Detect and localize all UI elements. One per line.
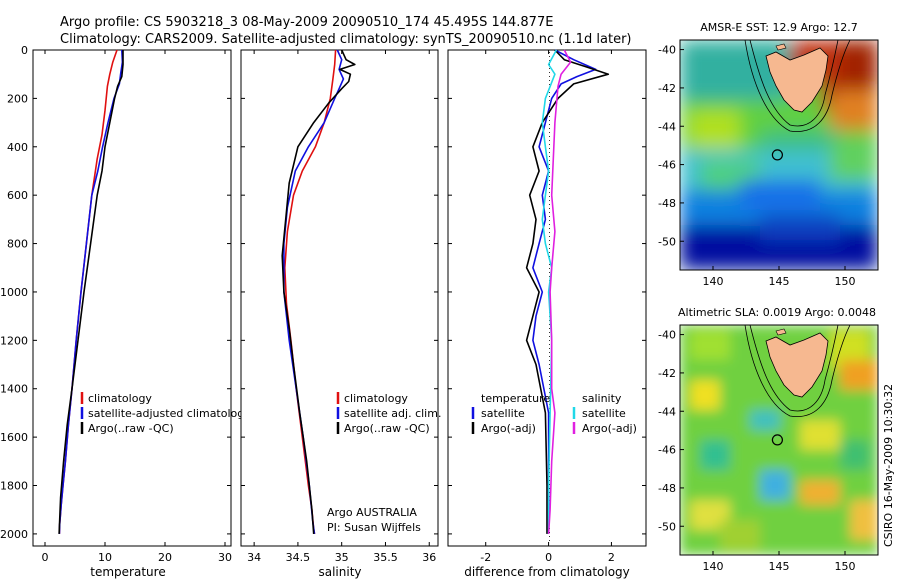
- temperature-legend-climatology: climatology: [88, 392, 152, 405]
- temperature-legend: climatology satellite-adjusted climatolo…: [80, 392, 251, 435]
- series-line-3: [547, 49, 572, 534]
- legend-temp-argo: Argo(-adj): [481, 422, 536, 435]
- x-tick-label: 35.5: [373, 551, 398, 564]
- salinity-axes-frame: [240, 49, 439, 547]
- map-y-tick-label: -50: [658, 235, 676, 248]
- y-tick-label: 400: [7, 141, 28, 154]
- x-tick-label: 0: [545, 551, 552, 564]
- difference-series: [525, 49, 610, 534]
- map-y-tick-label: -44: [658, 405, 676, 418]
- legend-salinity-heading: salinity: [582, 392, 622, 405]
- y-tick-label: 800: [7, 238, 28, 251]
- map-x-tick-label: 145: [769, 275, 790, 288]
- sst-map-ticks: -40 -42 -44 -46 -48 -50 140 145 150: [658, 44, 855, 288]
- salinity-legend-climatology: climatology: [344, 392, 408, 405]
- y-tick-label: 1000: [0, 286, 28, 299]
- series-line-2: [281, 49, 356, 534]
- salinity-axes-ticks: 34 34.5 35 35.5 36: [241, 49, 438, 564]
- salinity-legend-satellite: satellite adj. clim.: [344, 407, 441, 420]
- y-tick-label: 1200: [0, 334, 28, 347]
- temperature-series: [58, 49, 124, 534]
- map-y-tick-label: -50: [658, 520, 676, 533]
- salinity-xlabel: salinity: [318, 565, 361, 579]
- x-tick-label: 20: [158, 551, 172, 564]
- series-line-1: [525, 49, 610, 534]
- salinity-legend: climatology satellite adj. clim. Argo(..…: [336, 392, 441, 435]
- difference-legend: temperature satellite Argo(-adj) salinit…: [471, 392, 637, 435]
- series-line-0: [532, 49, 597, 534]
- temperature-axes-ticks: 0 200 400 600 800 1000 1200 1400 1600 1800 2000 0 10…: [0, 44, 232, 564]
- map-x-tick-label: 140: [703, 275, 724, 288]
- sst-map-title: AMSR-E SST: 12.9 Argo: 12.7: [700, 21, 858, 34]
- difference-axes-ticks: -2 0 2: [448, 49, 646, 564]
- header-line1: Argo profile: CS 5903218_3 08-May-2009 2…: [60, 15, 553, 30]
- sst-map-panel: AMSR-E SST: 12.9 Argo: 12.7: [658, 21, 879, 288]
- x-tick-label: 10: [98, 551, 112, 564]
- difference-axes-frame: [447, 49, 647, 547]
- map-y-tick-label: -42: [658, 82, 676, 95]
- map-x-tick-label: 150: [835, 275, 856, 288]
- salinity-series: [281, 49, 356, 535]
- map-y-tick-label: -46: [658, 159, 676, 172]
- x-tick-label: 0: [42, 551, 49, 564]
- sla-map-ticks: -40 -42 -44 -46 -48 -50 140 145 150: [658, 329, 855, 573]
- map-y-tick-label: -42: [658, 367, 676, 380]
- x-tick-label: 34: [247, 551, 261, 564]
- sla-map-title: Altimetric SLA: 0.0019 Argo: 0.0048: [678, 306, 876, 319]
- program-note: Argo AUSTRALIA: [327, 506, 417, 519]
- difference-panel: -2 0 2 difference from climatology tempera…: [447, 49, 647, 579]
- y-tick-label: 1400: [0, 383, 28, 396]
- header-line2: Climatology: CARS2009. Satellite-adjuste…: [60, 32, 632, 47]
- y-tick-label: 0: [21, 44, 28, 57]
- salinity-legend-argo: Argo(..raw -QC): [344, 422, 430, 435]
- salinity-panel: 34 34.5 35 35.5 36 salinity climatology sate…: [240, 49, 441, 579]
- sla-map-panel: Altimetric SLA: 0.0019 Argo: 0.0048: [658, 306, 879, 573]
- map-y-tick-label: -46: [658, 444, 676, 457]
- legend-temp-satellite: satellite: [481, 407, 525, 420]
- x-tick-label: 34.5: [286, 551, 311, 564]
- y-tick-label: 2000: [0, 528, 28, 541]
- sst-field: [680, 40, 878, 270]
- map-y-tick-label: -48: [658, 197, 676, 210]
- map-y-tick-label: -40: [658, 329, 676, 342]
- pi-note: PI: Susan Wijffels: [327, 521, 421, 534]
- temperature-legend-argo: Argo(..raw -QC): [88, 422, 174, 435]
- map-x-tick-label: 140: [703, 560, 724, 573]
- map-y-tick-label: -40: [658, 44, 676, 57]
- map-x-tick-label: 150: [835, 560, 856, 573]
- legend-temperature-heading: temperature: [481, 392, 550, 405]
- sla-argo-position-marker: [771, 434, 784, 446]
- map-y-tick-label: -48: [658, 482, 676, 495]
- map-x-tick-label: 145: [769, 560, 790, 573]
- sla-field: [680, 325, 878, 555]
- timestamp-label: CSIRO 16-May-2009 10:30:32: [882, 384, 895, 547]
- temperature-xlabel: temperature: [90, 565, 165, 579]
- temperature-legend-satellite: satellite-adjusted climatology: [88, 407, 251, 420]
- x-tick-label: -2: [480, 551, 491, 564]
- sst-argo-position-marker: [771, 149, 784, 161]
- series-line-2: [58, 50, 124, 534]
- map-y-tick-label: -44: [658, 120, 676, 133]
- y-tick-label: 600: [7, 189, 28, 202]
- legend-sal-argo: Argo(-adj): [582, 422, 637, 435]
- y-tick-label: 1800: [0, 480, 28, 493]
- y-tick-label: 200: [7, 92, 28, 105]
- x-tick-label: 30: [218, 551, 232, 564]
- difference-xlabel: difference from climatology: [464, 565, 630, 579]
- legend-sal-satellite: satellite: [582, 407, 626, 420]
- temperature-panel: 0 200 400 600 800 1000 1200 1400 1600 1800 2000 0 10…: [0, 44, 251, 579]
- x-tick-label: 2: [608, 551, 615, 564]
- x-tick-label: 36: [422, 551, 436, 564]
- x-tick-label: 35: [335, 551, 349, 564]
- y-tick-label: 1600: [0, 431, 28, 444]
